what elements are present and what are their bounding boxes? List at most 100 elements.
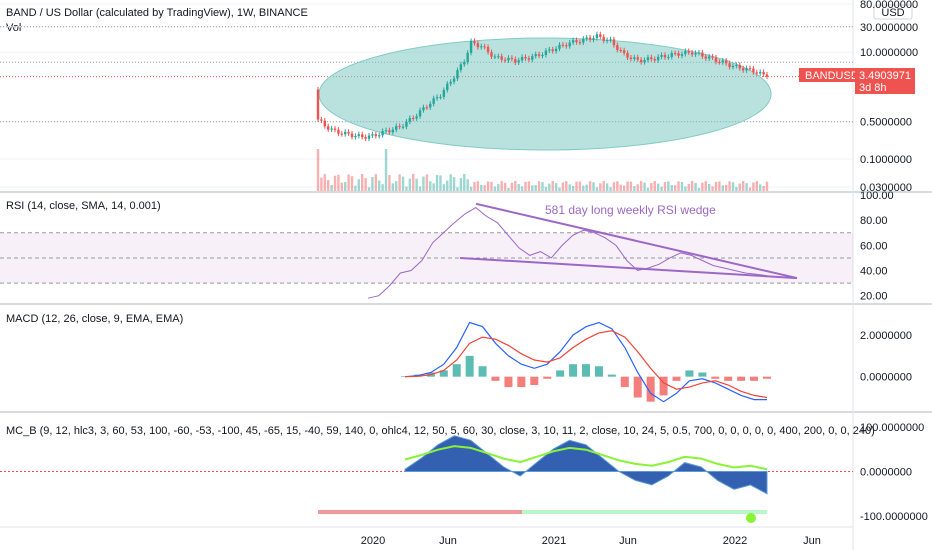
candle-body (690, 52, 694, 55)
candle-body (541, 55, 544, 57)
volume-bar (687, 183, 690, 191)
candle-body (626, 53, 629, 58)
rsi-wedge-lower-line (459, 256, 798, 280)
candle-body (616, 45, 619, 51)
candle-body (619, 50, 622, 52)
rsi-wedge-upper-line (475, 202, 798, 280)
volume-bar (656, 183, 660, 191)
volume-bar (323, 174, 327, 191)
volume-bar (503, 182, 507, 191)
macd-pane (401, 321, 771, 403)
candle-body (442, 90, 446, 97)
candle-body (357, 134, 361, 136)
candle-body (483, 46, 486, 48)
candle-body (463, 62, 466, 65)
volume-bar (721, 185, 724, 191)
candle-body (350, 133, 354, 138)
macd-line (404, 321, 767, 403)
volume-bar (599, 183, 602, 191)
time-axis-label: Jun (803, 535, 821, 547)
candle-body (558, 44, 561, 49)
volume-bar (432, 183, 435, 191)
volume-bar (493, 186, 497, 191)
volume-bar (520, 186, 524, 191)
candle-body (500, 56, 503, 60)
volume-bar (592, 182, 595, 191)
mcb-label: MC_B (9, 12, hlc3, 3, 60, 53, 100, -60, … (6, 425, 875, 437)
volume-bar (439, 175, 442, 191)
volume-bar (677, 181, 680, 191)
volume-bar (697, 187, 701, 191)
volume-bar (517, 183, 520, 191)
candle-body (731, 65, 735, 68)
volume-bar (704, 181, 707, 191)
volume-bar (337, 174, 340, 191)
candle-body (493, 56, 497, 58)
macd-histogram-bar (633, 376, 642, 398)
candle-body (439, 96, 442, 98)
candle-body (344, 131, 347, 135)
candle-body (582, 38, 585, 43)
volume-bar (524, 181, 527, 191)
volume-bar (701, 182, 704, 191)
candle-body (714, 57, 718, 62)
rsi-line (367, 206, 768, 299)
candle-body (735, 64, 738, 66)
candle-body (670, 53, 673, 57)
volume-bar (650, 183, 653, 191)
volume-bar (660, 186, 663, 191)
volume-bar (378, 180, 381, 191)
volume-bar (449, 174, 452, 191)
candle-body (486, 46, 490, 53)
candle-body (585, 37, 588, 39)
candle-body (534, 54, 537, 57)
volume-bar (459, 178, 463, 191)
volume-bar (684, 186, 687, 191)
candle-body (694, 52, 697, 55)
candle-body (347, 131, 350, 134)
volume-bar (558, 187, 561, 191)
candle-body (599, 34, 602, 37)
macd-histogram-bar (659, 376, 668, 396)
volume-bar (381, 184, 384, 191)
candle-body (643, 60, 646, 63)
candle-body (480, 46, 483, 48)
candle-body (565, 45, 568, 47)
price-tick-label: 80.0000000 (860, 0, 918, 11)
volume-bar (582, 185, 585, 191)
candle-body (371, 134, 374, 136)
macd-histogram-bar (620, 376, 629, 388)
volume-bars (316, 149, 769, 191)
mcb-signal-dot (746, 513, 756, 523)
macd-histogram-bar (594, 366, 603, 377)
volume-bar (483, 185, 486, 191)
candle-body (687, 51, 690, 53)
volume-bar (619, 184, 622, 191)
macd-histogram-bar (569, 364, 578, 377)
candle-body (446, 83, 449, 91)
candle-body (412, 117, 415, 119)
volume-bar (609, 187, 612, 191)
candle-body (418, 110, 422, 117)
volume-bar (643, 182, 646, 191)
volume-bar (320, 177, 323, 191)
volume-bar (327, 179, 330, 191)
candle-body (548, 49, 551, 51)
rsi-tick-label: 20.00 (860, 291, 888, 303)
candle-body (374, 134, 378, 137)
volume-bar (551, 181, 554, 191)
volume-bar (398, 174, 401, 191)
volume-bar (497, 183, 500, 191)
macd-histogram-bar (556, 370, 565, 377)
volume-bar (667, 181, 670, 191)
volume-bar (490, 181, 493, 191)
candle-body (503, 59, 507, 61)
volume-bar (357, 179, 361, 191)
volume-bar (531, 185, 534, 191)
volume-bar (616, 181, 619, 191)
candle-body (636, 57, 639, 60)
candle-body (704, 56, 707, 59)
candle-body (469, 41, 473, 53)
volume-bar (724, 184, 728, 191)
currency-badge[interactable] (873, 4, 913, 20)
